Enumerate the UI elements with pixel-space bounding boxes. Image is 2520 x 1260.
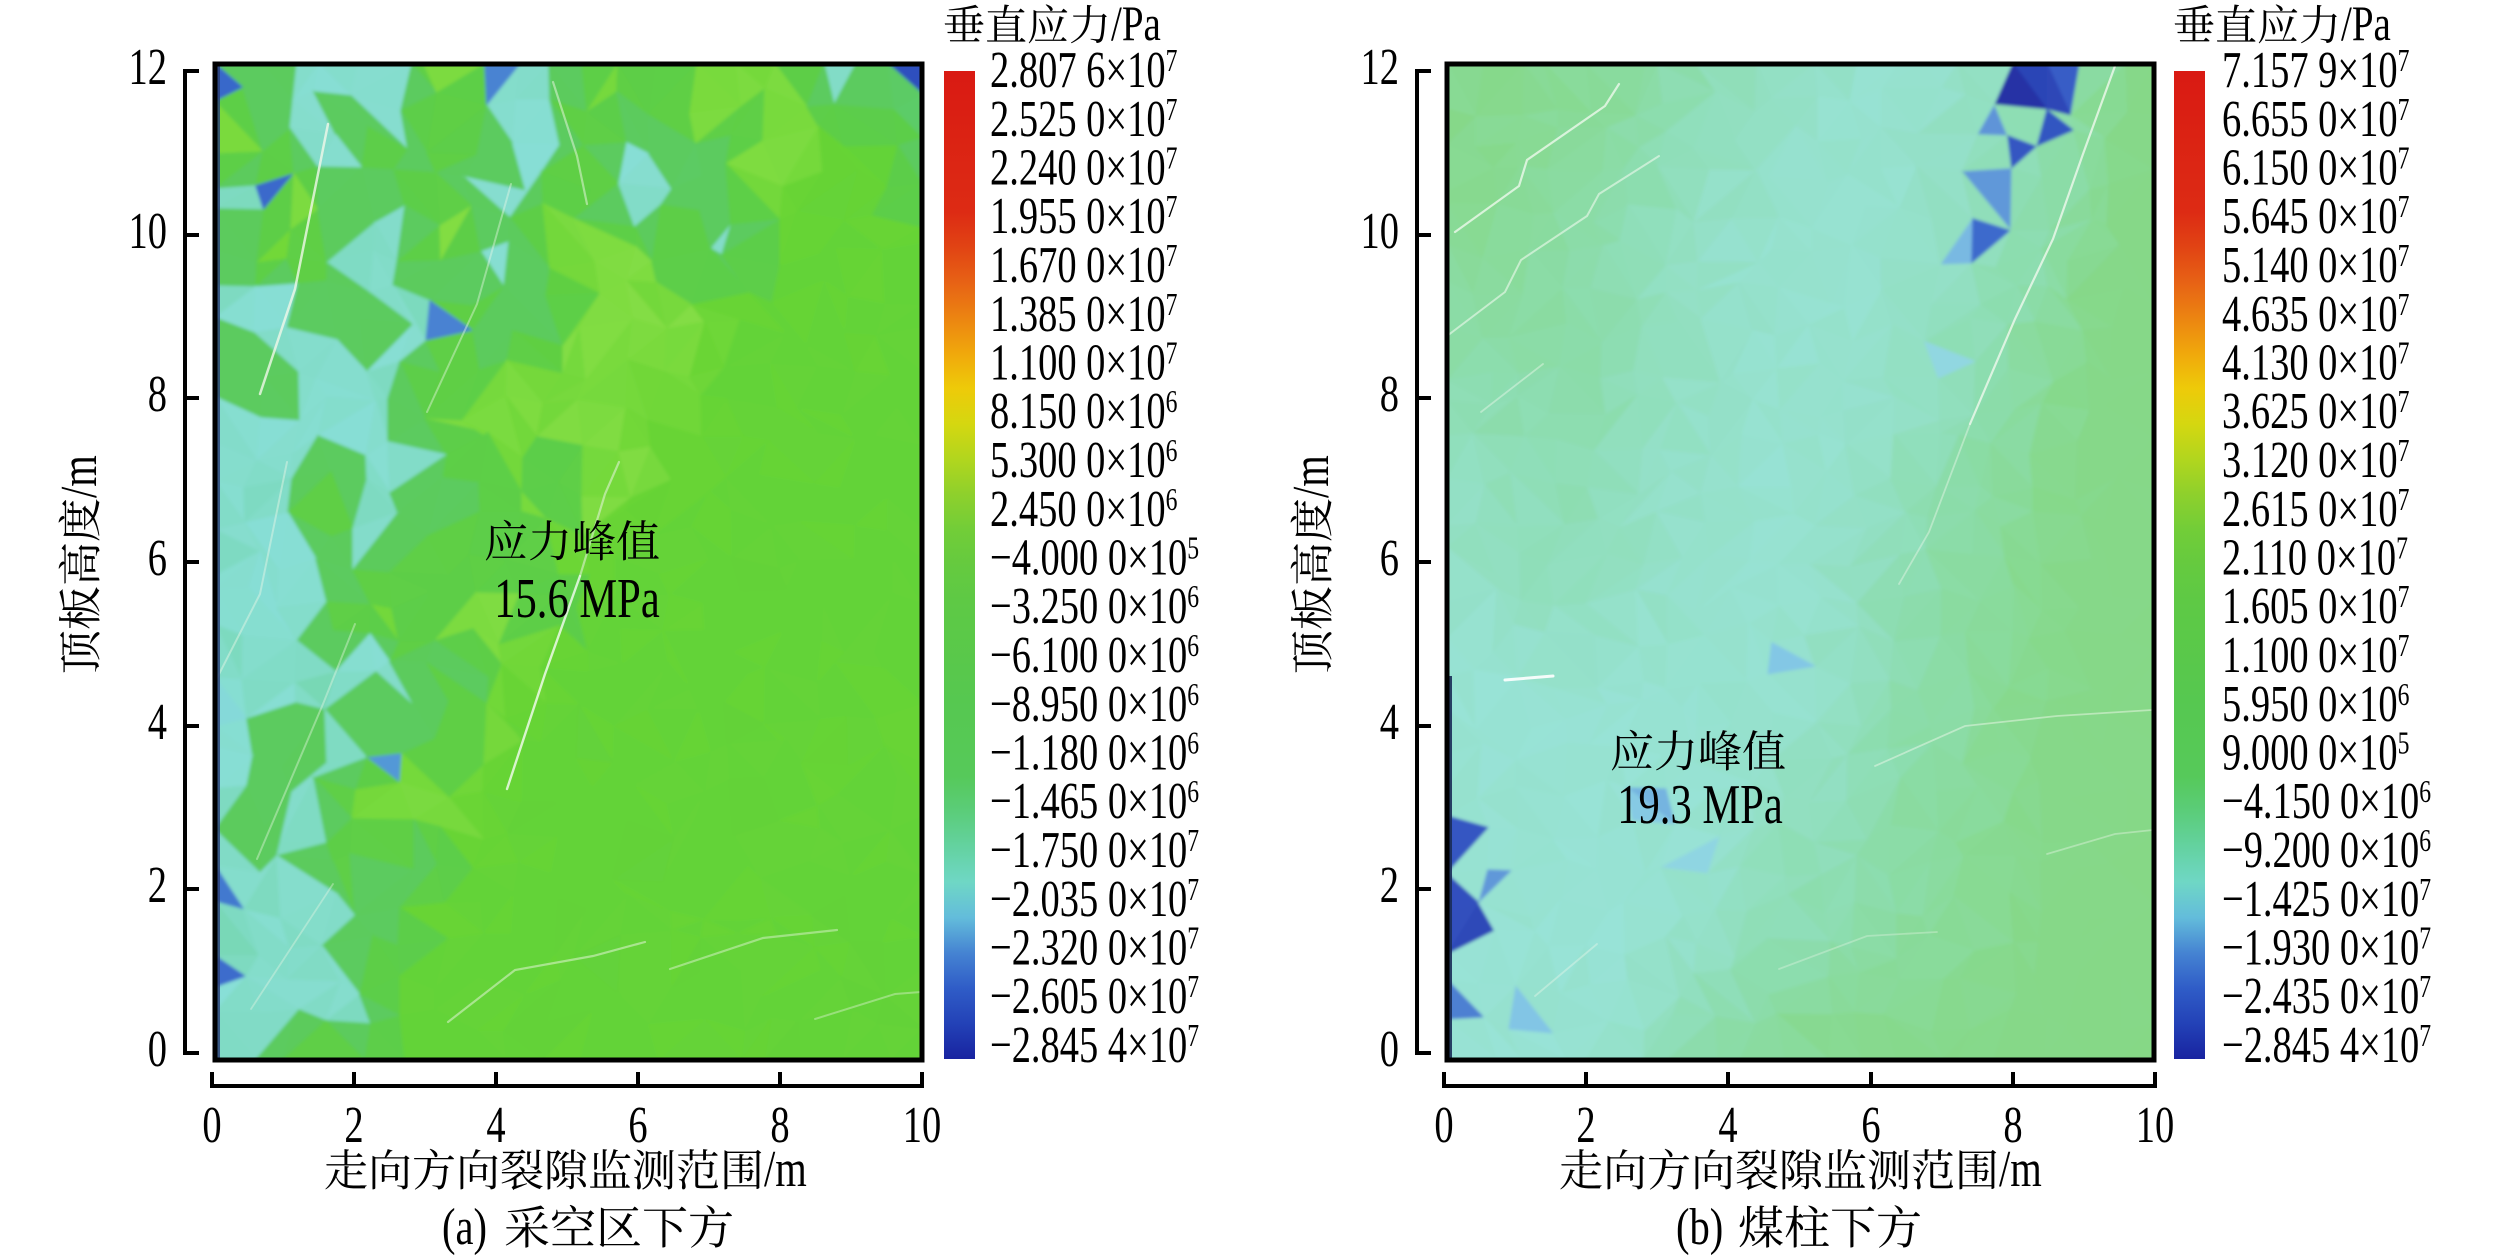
svg-text:6: 6 — [148, 528, 167, 586]
svg-text:−1.465 0×106: −1.465 0×106 — [990, 772, 1199, 830]
svg-text:5.140 0×107: 5.140 0×107 — [2222, 235, 2409, 293]
svg-text:/Pa: /Pa — [1111, 0, 1161, 51]
svg-text:12: 12 — [1361, 37, 1399, 95]
svg-text:(b): (b) — [1676, 1198, 1723, 1255]
svg-text:5.645 0×107: 5.645 0×107 — [2222, 187, 2409, 245]
svg-text:3.120 0×107: 3.120 0×107 — [2222, 430, 2409, 488]
svg-text:1.385 0×107: 1.385 0×107 — [990, 284, 1177, 342]
svg-text:1.605 0×107: 1.605 0×107 — [2222, 577, 2409, 635]
svg-text:−4.000 0×105: −4.000 0×105 — [990, 528, 1199, 586]
svg-text:3.625 0×107: 3.625 0×107 — [2222, 382, 2409, 440]
svg-text:2.807 6×107: 2.807 6×107 — [990, 40, 1177, 98]
svg-text:8: 8 — [770, 1095, 789, 1153]
svg-text:10: 10 — [129, 201, 167, 259]
svg-text:−1.750 0×107: −1.750 0×107 — [990, 820, 1199, 878]
svg-text:1.670 0×107: 1.670 0×107 — [990, 235, 1177, 293]
svg-text:4.130 0×107: 4.130 0×107 — [2222, 333, 2409, 391]
svg-text:8: 8 — [1380, 364, 1399, 422]
svg-text:−2.320 0×107: −2.320 0×107 — [990, 918, 1199, 976]
svg-text:0: 0 — [1380, 1019, 1399, 1077]
svg-text:7.157 9×107: 7.157 9×107 — [2222, 40, 2409, 98]
svg-text:(a): (a) — [442, 1198, 487, 1255]
svg-text:/m: /m — [1999, 1140, 2042, 1198]
svg-text:−2.035 0×107: −2.035 0×107 — [990, 869, 1199, 927]
svg-text:2.450 0×106: 2.450 0×106 — [990, 479, 1177, 537]
svg-text:6: 6 — [1380, 528, 1399, 586]
svg-text:8: 8 — [148, 364, 167, 422]
svg-text:0: 0 — [202, 1095, 221, 1153]
svg-text:10: 10 — [1361, 201, 1399, 259]
svg-text:2: 2 — [1576, 1095, 1595, 1153]
svg-text:−2.845 4×107: −2.845 4×107 — [990, 1015, 1199, 1073]
svg-text:−6.100 0×106: −6.100 0×106 — [990, 625, 1199, 683]
svg-text:/m: /m — [764, 1140, 807, 1198]
svg-text:/m: /m — [1282, 455, 1340, 498]
svg-text:2: 2 — [148, 855, 167, 913]
svg-text:/m: /m — [50, 455, 108, 498]
svg-text:2.615 0×107: 2.615 0×107 — [2222, 479, 2409, 537]
svg-text:1.100 0×107: 1.100 0×107 — [2222, 625, 2409, 683]
svg-text:−1.425 0×107: −1.425 0×107 — [2222, 869, 2431, 927]
svg-text:19.3 MPa: 19.3 MPa — [1617, 773, 1782, 835]
svg-text:2.110 0×107: 2.110 0×107 — [2222, 528, 2408, 586]
svg-text:5.950 0×106: 5.950 0×106 — [2222, 674, 2409, 732]
svg-text:15.6 MPa: 15.6 MPa — [494, 567, 659, 629]
svg-text:−2.845 4×107: −2.845 4×107 — [2222, 1015, 2431, 1073]
svg-text:−8.950 0×106: −8.950 0×106 — [990, 674, 1199, 732]
svg-text:2.525 0×107: 2.525 0×107 — [990, 89, 1177, 147]
svg-text:5.300 0×106: 5.300 0×106 — [990, 430, 1177, 488]
svg-text:8.150 0×106: 8.150 0×106 — [990, 382, 1177, 440]
svg-text:0: 0 — [1434, 1095, 1453, 1153]
svg-text:8: 8 — [2003, 1095, 2022, 1153]
svg-text:−1.930 0×107: −1.930 0×107 — [2222, 918, 2431, 976]
svg-text:1.100 0×107: 1.100 0×107 — [990, 333, 1177, 391]
svg-text:4: 4 — [148, 692, 167, 750]
svg-text:−4.150 0×106: −4.150 0×106 — [2222, 772, 2431, 830]
svg-text:0: 0 — [148, 1019, 167, 1077]
svg-text:−3.250 0×106: −3.250 0×106 — [990, 577, 1199, 635]
svg-text:10: 10 — [2136, 1095, 2174, 1153]
svg-text:6: 6 — [628, 1095, 647, 1153]
svg-text:2: 2 — [344, 1095, 363, 1153]
svg-text:−2.435 0×107: −2.435 0×107 — [2222, 967, 2431, 1025]
svg-text:/Pa: /Pa — [2341, 0, 2391, 51]
svg-text:−9.200 0×106: −9.200 0×106 — [2222, 820, 2431, 878]
svg-text:10: 10 — [903, 1095, 941, 1153]
svg-text:4: 4 — [486, 1095, 505, 1153]
svg-text:9.000 0×105: 9.000 0×105 — [2222, 723, 2409, 781]
svg-text:−2.605 0×107: −2.605 0×107 — [990, 967, 1199, 1025]
svg-text:1.955 0×107: 1.955 0×107 — [990, 187, 1177, 245]
svg-text:12: 12 — [129, 37, 167, 95]
svg-text:−1.180 0×106: −1.180 0×106 — [990, 723, 1199, 781]
svg-text:4.635 0×107: 4.635 0×107 — [2222, 284, 2409, 342]
svg-text:6.150 0×107: 6.150 0×107 — [2222, 138, 2409, 196]
svg-text:6.655 0×107: 6.655 0×107 — [2222, 89, 2409, 147]
svg-text:6: 6 — [1861, 1095, 1880, 1153]
svg-text:4: 4 — [1380, 692, 1399, 750]
svg-text:2: 2 — [1380, 855, 1399, 913]
svg-text:2.240 0×107: 2.240 0×107 — [990, 138, 1177, 196]
svg-text:4: 4 — [1718, 1095, 1737, 1153]
